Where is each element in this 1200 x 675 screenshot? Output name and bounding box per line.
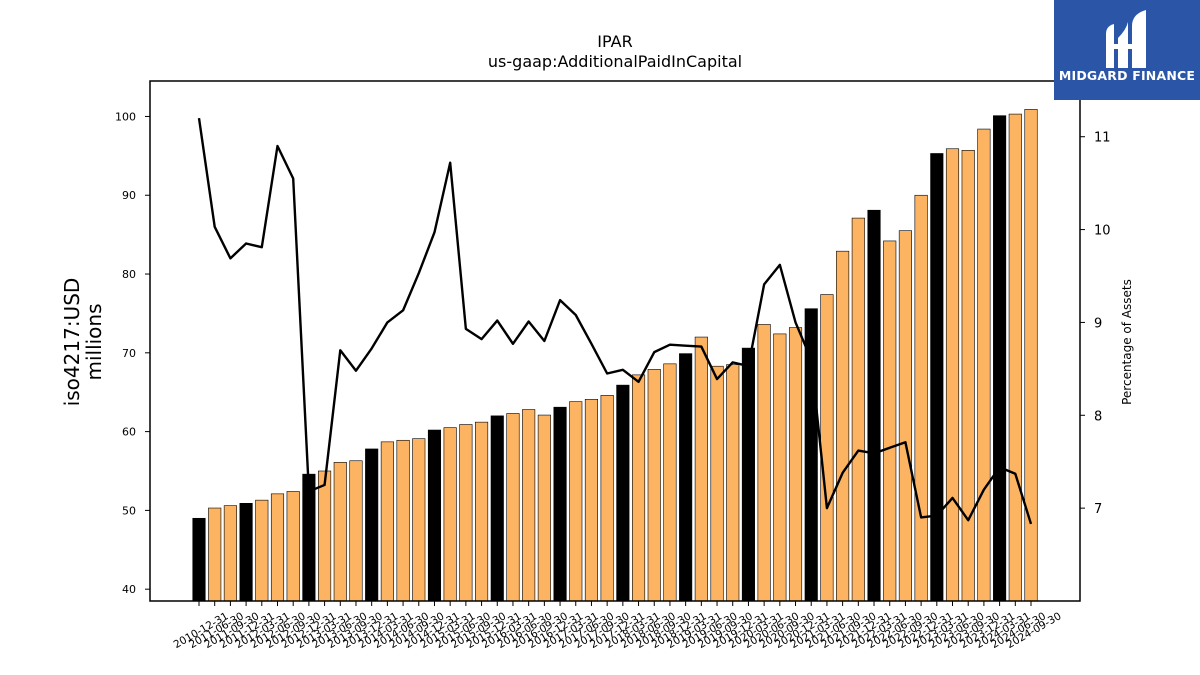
bar [286,491,300,602]
y-tick-label: 90 [122,189,136,202]
y2-tick-label: 8 [1094,409,1102,424]
bar [836,250,850,602]
bar [427,429,442,602]
bar [773,333,787,602]
chart-subtitle: us-gaap:AdditionalPaidInCapital [487,52,743,71]
plot-frame [149,80,1081,602]
bar [380,441,394,602]
bar [804,308,818,602]
bar [930,153,944,602]
bar [553,406,567,602]
bar [459,424,473,602]
bar [867,209,881,602]
bar [961,150,975,602]
bar [679,353,693,602]
bar [898,230,912,602]
y-axis-label: iso4217:USD millions [60,192,106,492]
y2-tick-label: 7 [1094,502,1102,517]
bar [647,369,661,602]
y2-tick-label: 9 [1094,316,1102,331]
bar [522,409,536,602]
y-tick-label: 60 [122,426,136,439]
brand-name: MIDGARD FINANCE [1058,68,1196,83]
midgard-logo-icon [1106,10,1146,68]
bar [694,336,708,602]
bar [239,502,253,602]
bar [820,294,834,602]
bar [396,439,410,602]
bar [333,462,347,602]
bar [490,415,504,602]
bar [412,438,426,602]
bar [475,421,489,602]
bar [757,324,771,602]
bar [255,499,269,602]
bar [914,194,928,602]
bar [208,507,222,602]
bar [270,493,285,602]
y-tick-label: 80 [122,268,136,281]
y-tick-label: 70 [122,347,136,360]
bar [223,505,237,602]
bar [631,374,646,602]
y2-axis-label: Percentage of Assets [1120,279,1134,405]
bar [192,517,206,602]
bar [710,365,724,602]
bar [1024,109,1038,602]
percentage-line [197,117,1033,525]
bar [365,448,379,602]
bar [851,217,865,602]
bar [741,347,755,602]
bar [993,115,1007,602]
bar [302,473,316,602]
bar [663,363,677,602]
bar [443,427,457,602]
bar [726,364,740,602]
bar [945,148,960,602]
bar [584,398,599,602]
y2-tick-label: 10 [1094,224,1111,239]
bar [318,470,332,602]
bar [788,327,803,602]
brand-logo: MIDGARD FINANCE [1054,0,1200,100]
bar [600,395,614,602]
y2-tick-label: 11 [1094,131,1111,146]
bar [883,240,897,602]
bar [506,413,520,602]
bar [569,401,583,602]
y-axis-label-scale: millions [82,303,106,381]
bar [537,414,551,602]
y-tick-label: 50 [122,504,136,517]
bar [616,384,630,602]
bar [1008,113,1022,602]
bar [349,460,363,602]
bar [977,128,991,602]
y-tick-label: 100 [115,110,136,123]
chart-title: IPAR [597,32,633,51]
y-axis-label-unit: iso4217:USD [60,277,84,407]
y-tick-label: 40 [122,583,136,596]
